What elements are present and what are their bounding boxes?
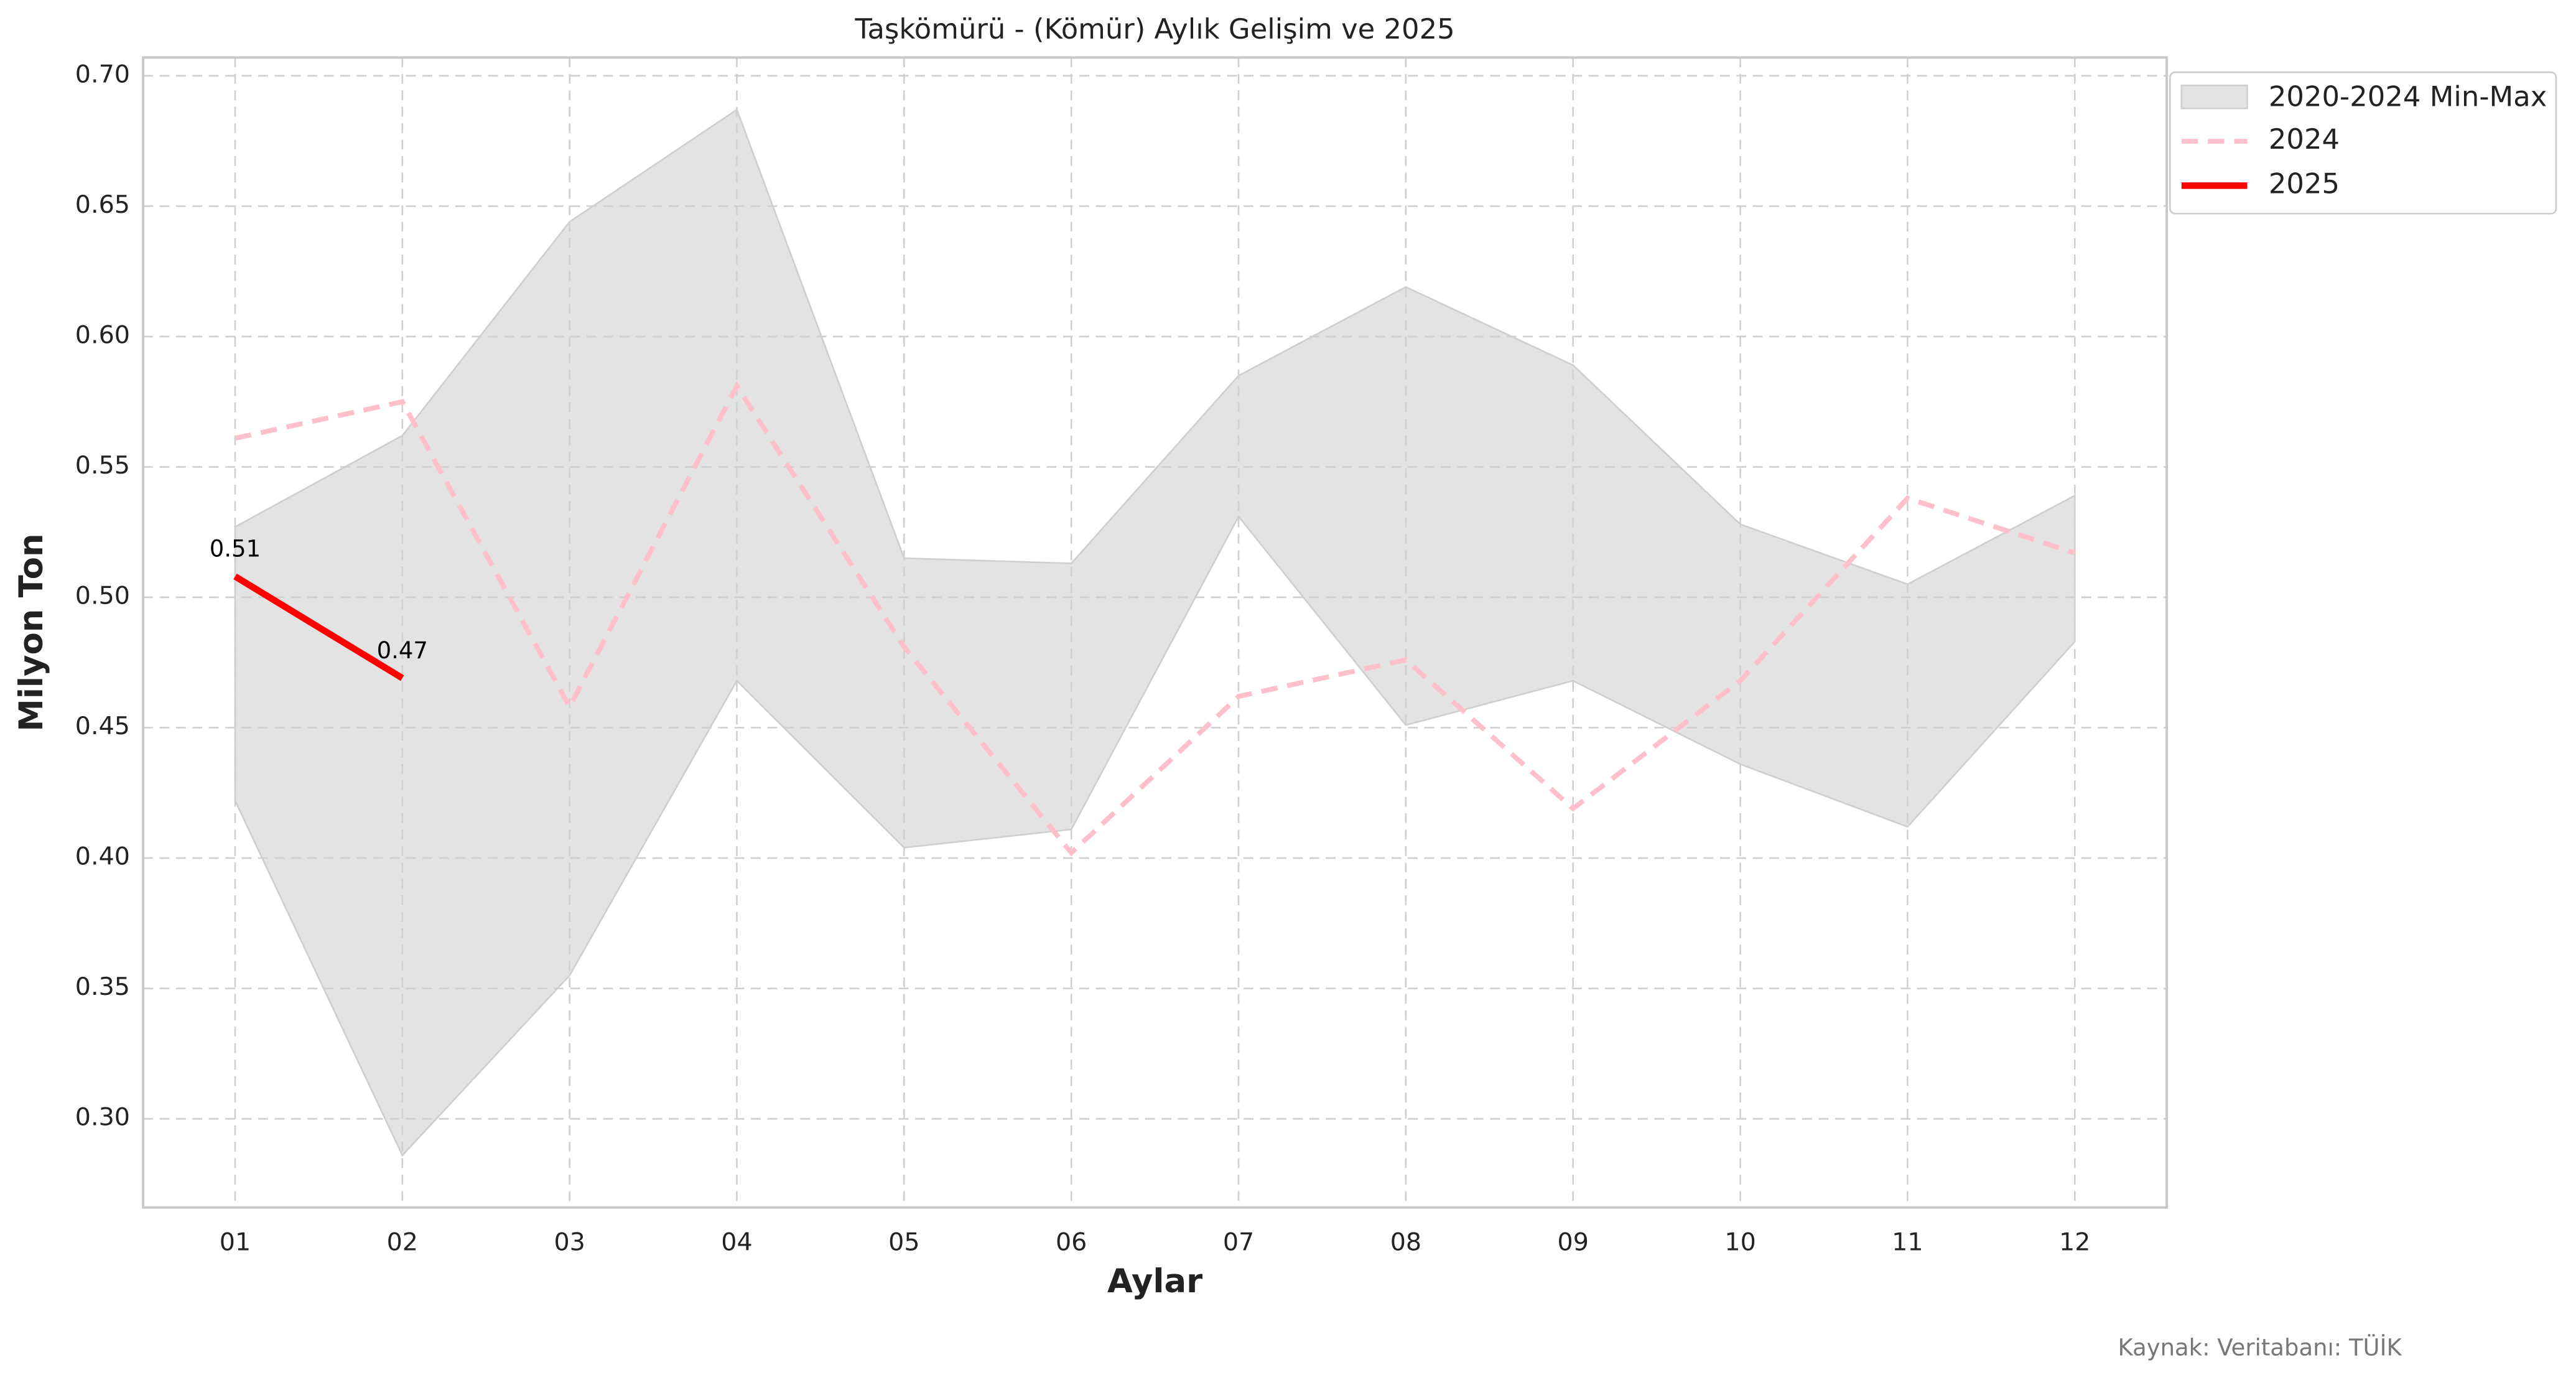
plot-frame	[142, 56, 2169, 1209]
y-tick-label: 0.35	[75, 972, 130, 1001]
x-tick-label: 04	[721, 1228, 752, 1256]
y-tick-label: 0.45	[75, 712, 130, 740]
y-tick-label: 0.50	[75, 582, 130, 610]
min-max-band	[234, 108, 2076, 1157]
x-tick-label: 08	[1390, 1228, 1421, 1256]
x-tick-label: 07	[1223, 1228, 1254, 1256]
legend-swatch	[2180, 84, 2248, 110]
legend-label: 2025	[2269, 167, 2340, 200]
series-line	[235, 381, 2076, 857]
x-tick-label: 09	[1558, 1228, 1589, 1256]
source-note: Kaynak: Veritabanı: TÜİK	[2118, 1334, 2403, 1361]
legend-label: 2024	[2269, 123, 2340, 156]
x-tick-label: 06	[1056, 1228, 1087, 1256]
data-label: 0.51	[210, 536, 261, 562]
legend-box	[2169, 71, 2557, 215]
data-label: 0.47	[377, 637, 428, 664]
x-tick-label: 11	[1892, 1228, 1923, 1256]
chart-title: Taşkömürü - (Kömür) Aylık Gelişim ve 202…	[855, 12, 1455, 45]
y-tick-label: 0.55	[75, 451, 130, 480]
x-tick-label: 02	[387, 1228, 418, 1256]
y-tick-label: 0.70	[75, 60, 130, 88]
y-tick-label: 0.60	[75, 320, 130, 349]
x-tick-label: 01	[220, 1228, 251, 1256]
y-tick-label: 0.30	[75, 1103, 130, 1132]
y-tick-label: 0.65	[75, 190, 130, 219]
legend-label: 2020-2024 Min-Max	[2269, 80, 2547, 113]
y-tick-label: 0.40	[75, 842, 130, 871]
y-axis-label: Milyon Ton	[12, 533, 50, 731]
x-axis-label: Aylar	[1107, 1262, 1202, 1300]
x-tick-label: 03	[554, 1228, 585, 1256]
x-tick-label: 10	[1724, 1228, 1755, 1256]
x-tick-label: 05	[888, 1228, 919, 1256]
series-line	[233, 573, 404, 681]
x-tick-label: 12	[2059, 1228, 2090, 1256]
